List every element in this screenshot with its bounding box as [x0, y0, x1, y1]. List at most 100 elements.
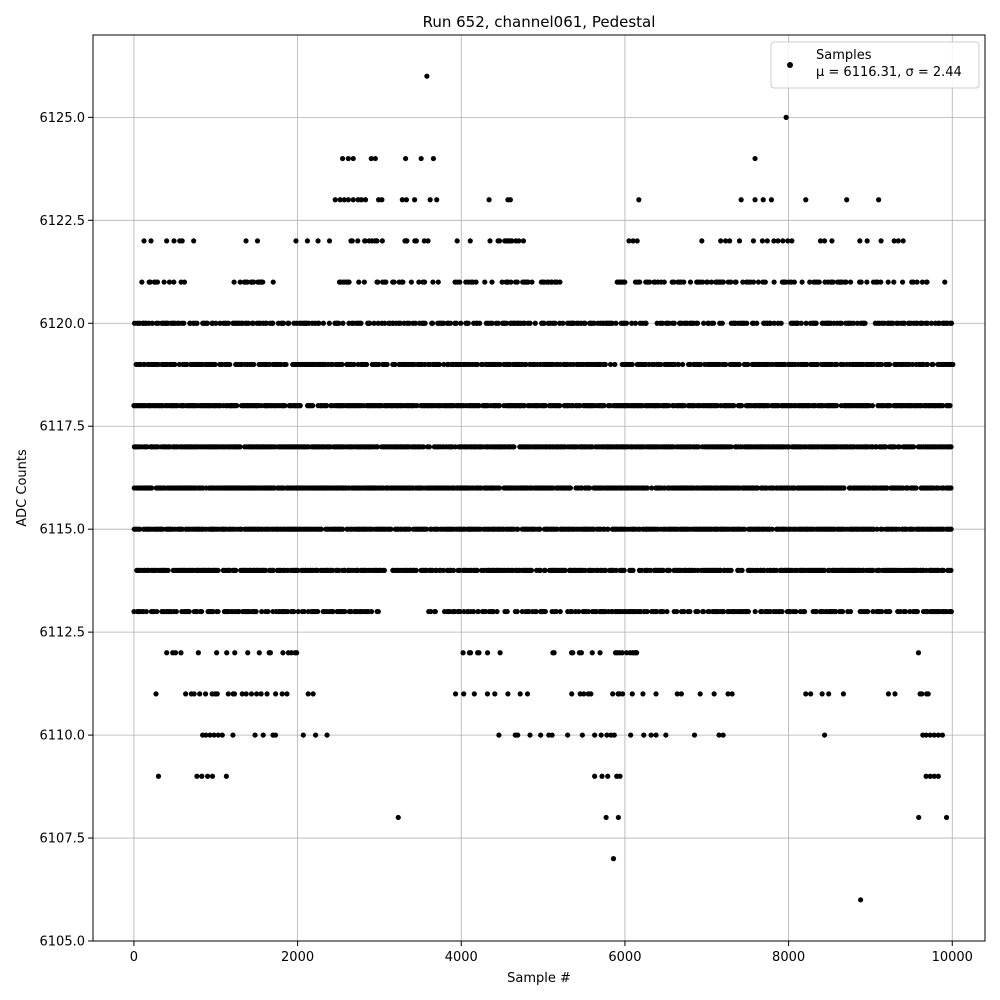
- data-point: [935, 773, 941, 779]
- data-point: [371, 320, 377, 326]
- data-point: [914, 608, 921, 615]
- data-point: [375, 279, 381, 285]
- data-point: [940, 567, 947, 573]
- data-point: [383, 279, 389, 285]
- x-axis-ticks: 0 2000 4000 6000 8000 10000: [130, 941, 973, 965]
- data-point: [326, 320, 332, 326]
- data-point: [931, 732, 937, 738]
- data-point: [454, 238, 460, 244]
- data-point: [569, 691, 575, 697]
- data-point: [521, 403, 527, 409]
- data-point: [467, 238, 473, 244]
- data-point: [284, 691, 290, 697]
- data-point: [879, 608, 885, 615]
- data-point: [413, 238, 419, 244]
- data-point: [215, 567, 221, 573]
- data-point: [397, 320, 403, 326]
- data-point: [186, 608, 192, 615]
- data-point: [416, 279, 422, 285]
- data-point: [362, 197, 369, 203]
- data-point: [406, 526, 413, 532]
- x-tick-label: 0: [130, 950, 138, 965]
- data-point: [902, 608, 909, 615]
- data-point: [414, 403, 420, 409]
- data-point: [237, 444, 243, 450]
- data-point: [421, 238, 427, 244]
- data-point: [864, 279, 870, 285]
- data-point: [916, 814, 922, 821]
- data-point: [525, 279, 531, 285]
- data-point: [204, 773, 211, 779]
- data-point: [515, 732, 521, 738]
- data-point: [379, 238, 385, 244]
- data-point: [487, 238, 493, 244]
- data-point: [339, 361, 345, 368]
- data-point: [637, 279, 643, 285]
- data-point: [745, 608, 751, 615]
- data-point: [374, 444, 381, 450]
- data-point: [803, 691, 809, 697]
- data-point: [499, 279, 505, 285]
- data-point: [615, 814, 621, 821]
- data-point: [598, 732, 604, 738]
- data-point: [869, 403, 876, 409]
- data-point: [924, 361, 931, 368]
- data-point: [803, 197, 809, 203]
- data-point: [336, 320, 342, 326]
- data-point: [324, 403, 330, 409]
- data-point: [294, 650, 300, 656]
- data-point: [700, 608, 707, 615]
- data-point: [691, 732, 698, 738]
- y-tick-label: 6112.5: [40, 626, 86, 641]
- data-point: [653, 732, 659, 738]
- data-point: [358, 197, 365, 203]
- data-point: [259, 608, 265, 615]
- data-point: [424, 73, 430, 79]
- data-point: [605, 526, 611, 532]
- data-point: [754, 320, 760, 326]
- data-point: [609, 320, 615, 326]
- data-point: [224, 650, 230, 656]
- data-point: [727, 238, 733, 244]
- data-point: [207, 732, 213, 738]
- data-point: [864, 238, 870, 244]
- data-point: [329, 567, 336, 573]
- data-point: [404, 238, 410, 244]
- data-point: [262, 567, 269, 573]
- data-point: [858, 279, 864, 285]
- data-point: [342, 608, 348, 615]
- data-point: [830, 279, 836, 285]
- data-point: [310, 691, 316, 697]
- data-point: [829, 238, 835, 244]
- data-point: [477, 320, 483, 326]
- data-point: [833, 403, 840, 409]
- data-point: [744, 320, 750, 326]
- data-point: [633, 650, 640, 656]
- data-point: [496, 732, 502, 738]
- data-point: [847, 608, 854, 615]
- chart-title: Run 652, channel061, Pedestal: [423, 13, 656, 31]
- data-point: [358, 320, 364, 326]
- data-point: [406, 320, 412, 326]
- y-tick-label: 6107.5: [40, 832, 86, 847]
- data-point: [814, 361, 821, 368]
- data-point: [592, 732, 598, 738]
- data-point: [764, 238, 770, 244]
- data-point: [526, 608, 532, 615]
- data-point: [318, 526, 324, 532]
- data-point: [874, 526, 880, 532]
- data-point: [736, 238, 743, 244]
- data-point: [773, 567, 780, 573]
- data-point: [909, 361, 916, 368]
- data-point: [440, 567, 446, 573]
- data-point: [537, 526, 543, 532]
- data-point: [659, 320, 666, 326]
- data-point: [436, 361, 443, 368]
- data-point: [441, 361, 447, 368]
- data-point: [767, 320, 774, 326]
- data-point: [211, 732, 217, 738]
- data-point: [280, 320, 287, 326]
- data-point: [203, 732, 209, 738]
- data-point: [678, 691, 684, 697]
- data-point: [465, 320, 471, 326]
